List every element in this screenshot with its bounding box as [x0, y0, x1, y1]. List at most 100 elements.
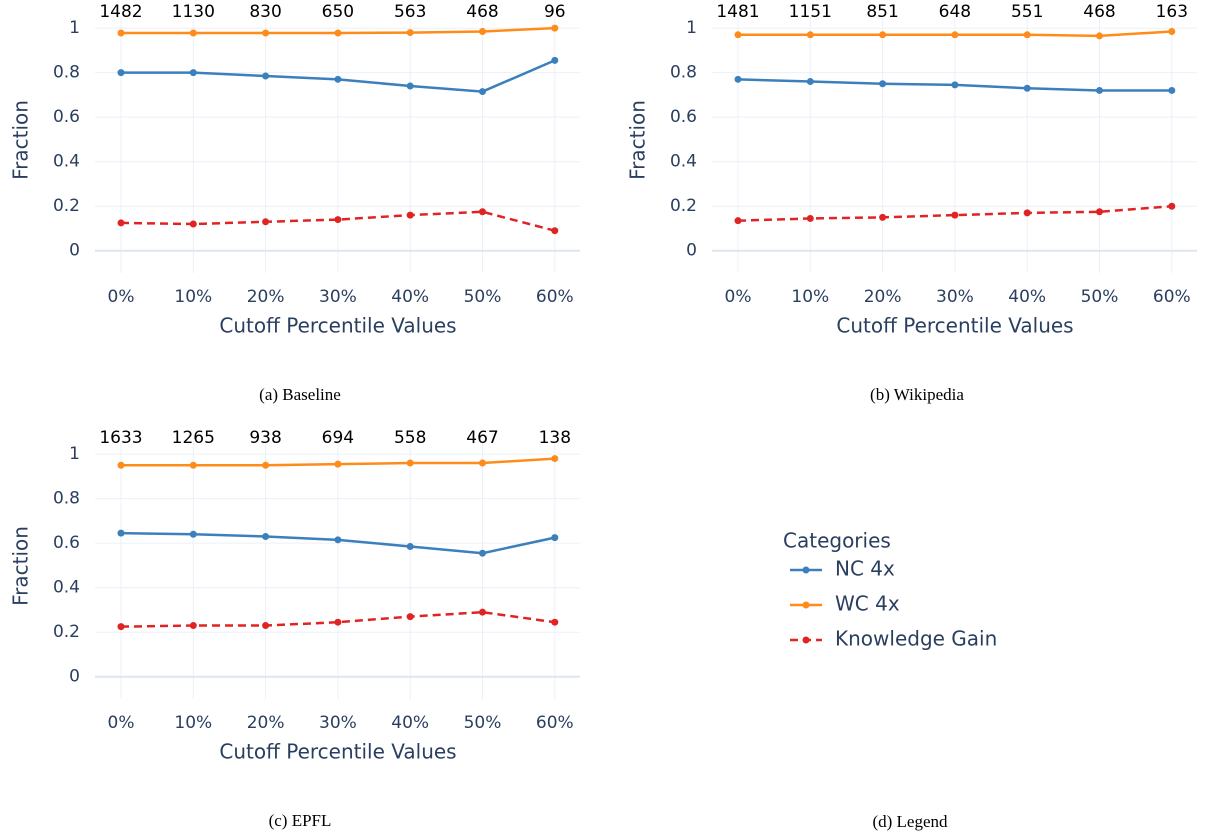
x-tick-label: 20% — [864, 287, 902, 307]
y-axis-title: Fraction — [9, 100, 33, 180]
point — [551, 227, 559, 235]
x-tick-label: 50% — [464, 287, 502, 307]
point — [479, 549, 486, 557]
count-annotation: 1482 — [99, 2, 142, 22]
x-tick-label: 0% — [725, 287, 752, 307]
count-annotation: 1481 — [716, 2, 759, 22]
point — [879, 213, 887, 221]
point — [406, 543, 414, 551]
point — [1096, 208, 1103, 216]
point — [879, 31, 887, 39]
legend-marker — [802, 636, 810, 644]
point — [1168, 202, 1176, 210]
x-tick-label: 0% — [108, 713, 135, 733]
y-tick-label: 0.4 — [53, 152, 80, 172]
point — [117, 69, 125, 77]
point — [406, 29, 414, 37]
x-axis-title: Cutoff Percentile Values — [836, 314, 1073, 338]
point — [551, 56, 559, 64]
x-tick-label: 10% — [791, 287, 829, 307]
y-tick-label: 0.6 — [53, 533, 80, 553]
point — [334, 75, 342, 83]
y-axis-title: Fraction — [626, 100, 650, 180]
point — [1096, 32, 1103, 40]
count-annotation: 1130 — [172, 2, 215, 22]
x-tick-label: 30% — [319, 287, 357, 307]
count-annotation: 650 — [322, 2, 354, 22]
point — [734, 217, 742, 225]
point — [406, 459, 414, 467]
count-annotation: 468 — [1083, 2, 1115, 22]
x-tick-label: 40% — [391, 287, 429, 307]
point — [117, 219, 125, 227]
count-annotation: 694 — [322, 428, 354, 448]
point — [1096, 86, 1103, 94]
count-annotation: 563 — [394, 2, 426, 22]
x-tick-label: 10% — [174, 713, 212, 733]
y-tick-label: 0.4 — [670, 152, 697, 172]
y-tick-label: 0 — [686, 241, 697, 261]
point — [189, 622, 197, 630]
point — [262, 622, 270, 630]
point — [406, 82, 414, 90]
legend-title: Categories — [783, 529, 891, 553]
count-annotation: 1265 — [172, 428, 215, 448]
point — [334, 216, 342, 224]
y-tick-label: 0.4 — [53, 578, 80, 598]
x-tick-label: 20% — [247, 713, 285, 733]
point — [262, 218, 270, 226]
y-tick-label: 0.8 — [670, 63, 697, 83]
point — [734, 75, 742, 83]
point — [806, 78, 814, 86]
point — [189, 29, 197, 37]
y-tick-label: 0.6 — [670, 107, 697, 127]
point — [479, 459, 486, 467]
point — [262, 461, 270, 469]
point — [117, 623, 125, 631]
y-axis-title: Fraction — [9, 526, 33, 606]
point — [551, 534, 559, 542]
point — [1023, 209, 1031, 217]
point — [734, 31, 742, 39]
x-tick-label: 10% — [174, 287, 212, 307]
legend-caption: (d) Legend — [872, 812, 948, 831]
x-tick-label: 60% — [536, 287, 574, 307]
count-annotation: 467 — [466, 428, 498, 448]
point — [334, 536, 342, 544]
point — [479, 88, 486, 96]
point — [951, 81, 959, 89]
x-tick-label: 40% — [1008, 287, 1046, 307]
y-tick-label: 1 — [69, 444, 80, 464]
y-tick-label: 0 — [69, 667, 80, 687]
point — [117, 29, 125, 37]
point — [806, 214, 814, 222]
point — [551, 618, 559, 626]
y-tick-label: 0.8 — [53, 489, 80, 509]
point — [1023, 84, 1031, 92]
point — [117, 529, 125, 537]
count-annotation: 558 — [394, 428, 426, 448]
count-annotation: 1151 — [789, 2, 832, 22]
point — [479, 208, 486, 216]
count-annotation: 551 — [1011, 2, 1043, 22]
point — [262, 72, 270, 80]
count-annotation: 468 — [466, 2, 498, 22]
legend-label: NC 4x — [835, 557, 895, 581]
x-axis-title: Cutoff Percentile Values — [219, 314, 456, 338]
count-annotation: 938 — [249, 428, 281, 448]
point — [879, 80, 887, 88]
x-tick-label: 50% — [464, 713, 502, 733]
point — [479, 27, 486, 35]
point — [951, 31, 959, 39]
legend-marker — [802, 566, 810, 574]
point — [551, 455, 559, 463]
point — [334, 460, 342, 468]
y-tick-label: 1 — [69, 18, 80, 38]
legend-label: WC 4x — [835, 592, 900, 616]
point — [189, 69, 197, 77]
point — [479, 608, 486, 616]
point — [406, 211, 414, 219]
y-tick-label: 1 — [686, 18, 697, 38]
count-annotation: 830 — [249, 2, 281, 22]
point — [1023, 31, 1031, 39]
